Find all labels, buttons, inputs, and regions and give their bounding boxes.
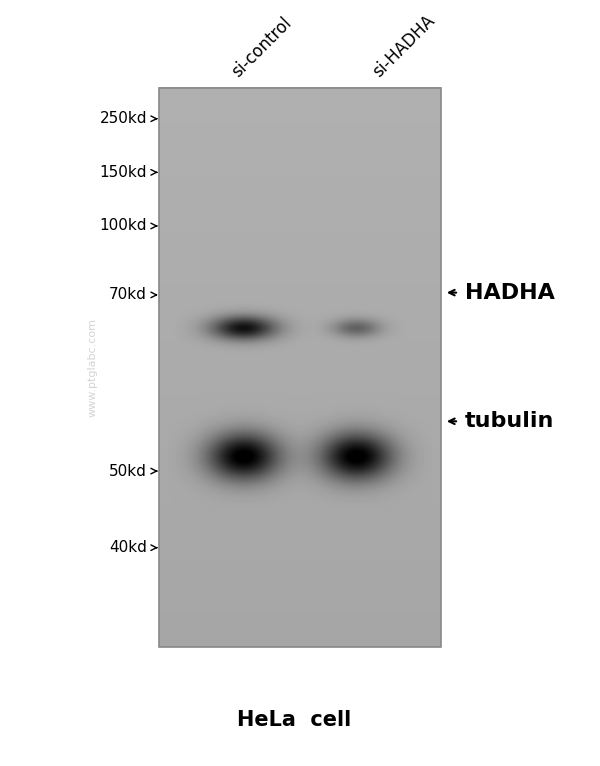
Text: www.ptglabc.com: www.ptglabc.com — [88, 318, 98, 417]
Text: si-control: si-control — [228, 14, 295, 80]
Text: HADHA: HADHA — [465, 283, 555, 303]
Text: 70kd: 70kd — [109, 287, 147, 303]
Text: tubulin: tubulin — [465, 411, 554, 431]
Text: si-HADHA: si-HADHA — [369, 11, 438, 80]
Text: 150kd: 150kd — [100, 165, 147, 180]
Text: 40kd: 40kd — [109, 540, 147, 555]
Text: 100kd: 100kd — [100, 218, 147, 234]
Text: HeLa  cell: HeLa cell — [237, 710, 351, 730]
Text: 50kd: 50kd — [109, 463, 147, 479]
Bar — [159, 88, 441, 647]
Text: 250kd: 250kd — [100, 111, 147, 126]
